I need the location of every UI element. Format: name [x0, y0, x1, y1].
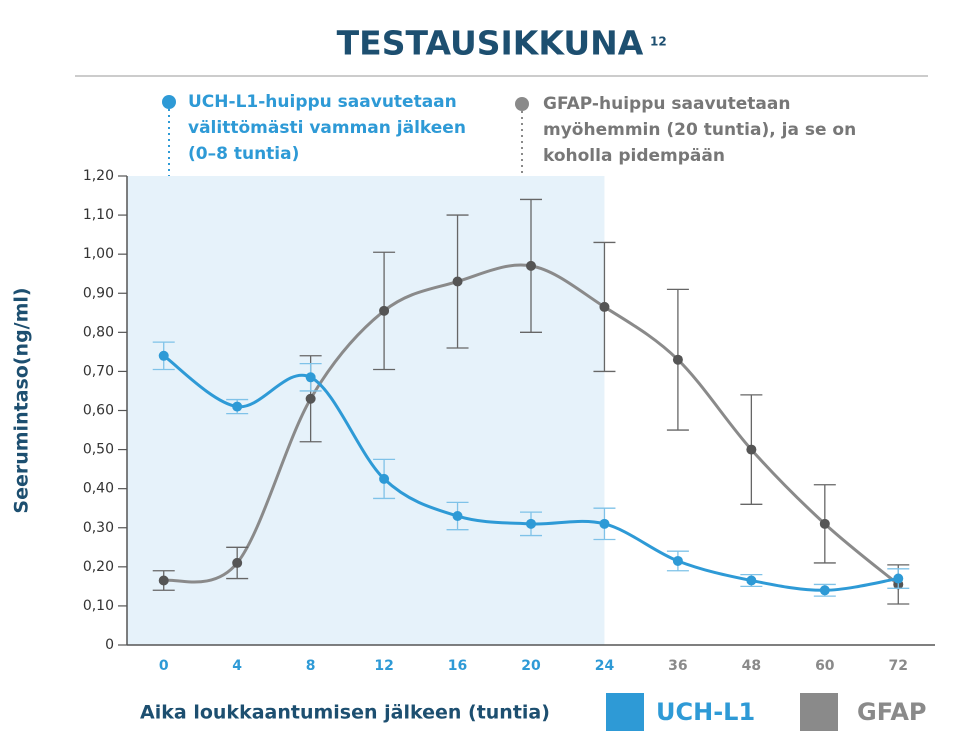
data-point — [819, 518, 830, 529]
y-tick-label: 1,10 — [83, 207, 114, 223]
data-point — [599, 301, 610, 312]
data-point — [819, 585, 830, 596]
annotation-dot — [162, 95, 176, 109]
y-tick-label: 0,50 — [83, 442, 114, 458]
data-point — [158, 350, 169, 361]
y-tick-label: 0,60 — [83, 403, 114, 419]
x-tick-label: 20 — [521, 658, 541, 674]
x-tick-label: 24 — [595, 658, 615, 674]
y-tick-label: 0,40 — [83, 481, 114, 497]
data-point — [232, 401, 243, 412]
y-tick-label: 0,20 — [83, 559, 114, 575]
legend-label: GFAP — [857, 698, 927, 726]
y-tick-label: 0,80 — [83, 324, 114, 340]
y-tick-label: 1,00 — [83, 246, 114, 262]
x-tick-label: 60 — [815, 658, 835, 674]
data-point — [526, 260, 536, 271]
annotation-text: koholla pidempään — [543, 146, 725, 166]
data-point — [379, 305, 390, 316]
y-tick-label: 0,70 — [83, 363, 114, 379]
data-point — [893, 573, 904, 584]
data-point — [452, 276, 463, 287]
x-tick-label: 0 — [159, 658, 169, 674]
data-point — [305, 393, 316, 404]
data-point — [452, 511, 463, 522]
data-point — [305, 372, 316, 383]
y-tick-label: 0 — [105, 637, 114, 653]
data-point — [158, 575, 169, 586]
x-tick-label: 8 — [306, 658, 316, 674]
y-axis-title: Seerumintaso(ng/ml) — [11, 287, 33, 513]
annotation-text: myöhemmin (20 tuntia), ja se on — [543, 120, 856, 140]
highlight-region — [127, 176, 605, 645]
data-point — [746, 444, 757, 455]
data-point — [599, 518, 610, 529]
data-point — [672, 555, 683, 566]
data-point — [526, 518, 536, 529]
data-point — [232, 557, 243, 568]
y-tick-label: 0,30 — [83, 520, 114, 536]
annotation-dot — [515, 97, 529, 111]
x-tick-label: 72 — [889, 658, 908, 674]
x-tick-label: 48 — [742, 658, 761, 674]
legend-swatch — [800, 693, 838, 731]
x-tick-label: 12 — [374, 658, 393, 674]
annotation-text: välittömästi vamman jälkeen — [188, 118, 466, 138]
title-superscript: 12 — [650, 35, 667, 49]
legend-label: UCH-L1 — [656, 698, 755, 726]
y-tick-label: 1,20 — [83, 168, 114, 184]
annotation-text: UCH-L1-huippu saavutetaan — [188, 92, 457, 112]
annotation-text: GFAP-huippu saavutetaan — [543, 94, 790, 114]
x-tick-label: 36 — [668, 658, 687, 674]
x-tick-label: 4 — [232, 658, 242, 674]
chart-title: TESTAUSIKKUNA — [337, 24, 644, 63]
annotation-text: (0–8 tuntia) — [188, 144, 299, 164]
data-point — [672, 354, 683, 365]
y-tick-label: 0,90 — [83, 285, 114, 301]
data-point — [746, 575, 757, 586]
data-point — [379, 473, 390, 484]
y-tick-label: 0,10 — [83, 598, 114, 614]
legend-swatch — [606, 693, 644, 731]
x-tick-label: 16 — [448, 658, 467, 674]
x-axis-title: Aika loukkaantumisen jälkeen (tuntia) — [140, 702, 550, 724]
series-line — [162, 354, 899, 592]
